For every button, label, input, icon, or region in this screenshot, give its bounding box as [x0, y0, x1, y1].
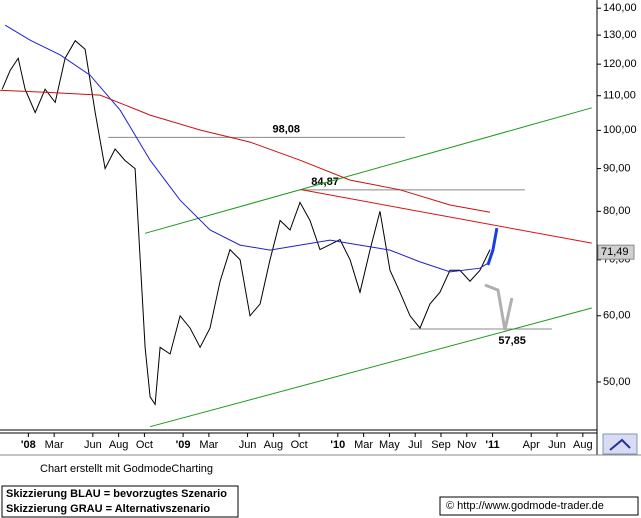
- projection: [484, 283, 514, 331]
- x-tick-label: Sep: [431, 439, 451, 451]
- y-tick-label: 140,00: [603, 2, 637, 14]
- x-tick-label: '09: [176, 439, 191, 451]
- y-tick-label: 50,00: [603, 376, 631, 388]
- trendline: [301, 189, 592, 244]
- x-tick-label: Mar: [354, 439, 373, 451]
- legend-box: [1, 485, 239, 518]
- x-tick-label: '08: [21, 439, 36, 451]
- y-tick-label: 90,00: [603, 162, 631, 174]
- credit: Chart erstellt mit GodmodeCharting: [40, 463, 213, 475]
- y-tick-label: 100,00: [603, 124, 637, 136]
- copyright: © http://www.godmode-trader.de: [446, 500, 604, 512]
- x-tick-label: Mar: [45, 439, 64, 451]
- x-tick-label: Oct: [136, 439, 153, 451]
- last-price-box: [597, 244, 635, 260]
- y-tick-label: 130,00: [603, 29, 637, 41]
- legend-blue: Skizzierung BLAU = bevorzugtes Szenario: [6, 488, 227, 500]
- projection: [486, 227, 499, 266]
- x-tick-label: Jun: [239, 439, 257, 451]
- trendline: [144, 107, 592, 234]
- x-tick-label: Nov: [457, 439, 477, 451]
- x-tick-label: Jul: [408, 439, 422, 451]
- icon: [602, 433, 638, 455]
- icon-arrow: [609, 438, 631, 451]
- plot-area: 98,08 84,87 57,85: [0, 24, 592, 428]
- price-line: [1, 39, 491, 406]
- y-tick-label: 80,00: [603, 205, 631, 217]
- x-tick-label: Aug: [264, 439, 284, 451]
- x-tick-label: '10: [330, 439, 345, 451]
- level-label: 84,87: [311, 176, 339, 188]
- copyright-box: [439, 496, 639, 516]
- x-tick-label: May: [379, 439, 400, 451]
- last-price-label: 71,49: [601, 246, 629, 258]
- x-tick-label: '11: [485, 439, 499, 451]
- legend-grey: Skizzierung GRAU = Alternativszenario: [6, 503, 210, 515]
- y-tick-label: 60,00: [603, 310, 631, 322]
- level-label: 57,85: [498, 335, 526, 347]
- y-tick-label: 110,00: [603, 90, 636, 102]
- x-tick-label: Oct: [291, 439, 308, 451]
- moving-average: [0, 89, 491, 213]
- level-label: 98,08: [273, 123, 301, 135]
- y-tick-label: 120,00: [603, 58, 637, 70]
- x-tick-label: Apr: [523, 439, 540, 451]
- moving-average: [4, 24, 491, 273]
- x-tick-label: Jun: [548, 439, 566, 451]
- x-tick-label: Aug: [573, 439, 593, 451]
- x-tick-label: Aug: [109, 439, 129, 451]
- x-tick-label: Mar: [199, 439, 218, 451]
- x-tick-label: Jun: [84, 439, 102, 451]
- trendline: [149, 307, 592, 428]
